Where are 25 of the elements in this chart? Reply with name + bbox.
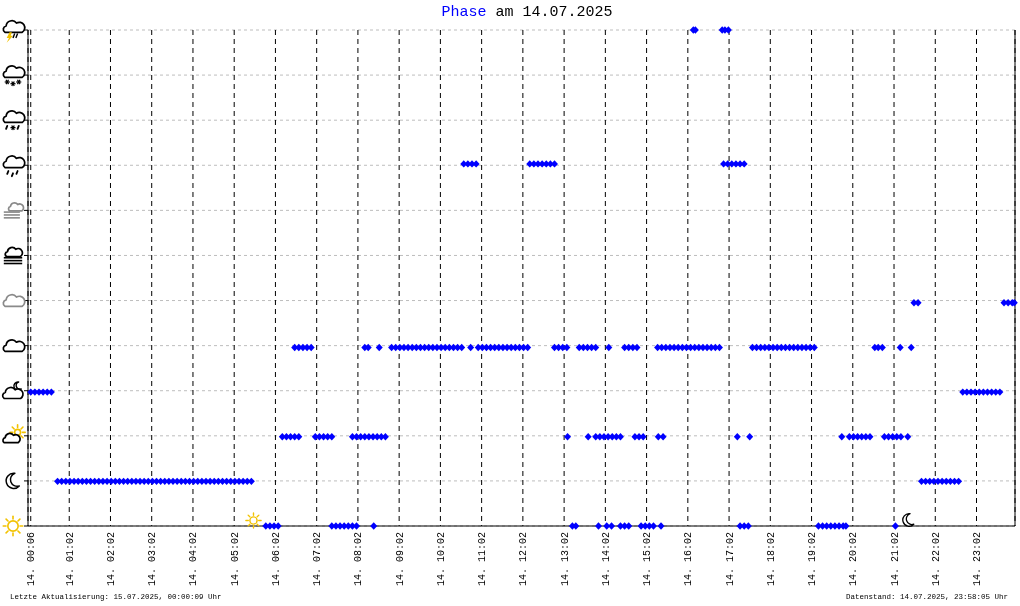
x-tick-label: 14. 23:02 [972,532,984,587]
x-tick-label: 14. 11:02 [477,532,489,587]
x-tick-label: 14. 14:02 [600,532,612,587]
x-tick-label: 14. 12:02 [518,532,530,587]
x-tick-label: 14. 09:02 [394,532,406,587]
x-tick-label: 14. 16:02 [683,532,695,587]
chart-title: Phase am 14.07.2025 [440,4,614,21]
x-tick-label: 14. 00:06 [26,532,38,587]
x-tick-label: 14. 17:02 [724,532,736,587]
x-tick-label: 14. 13:02 [559,532,571,587]
x-tick-label: 14. 15:02 [642,532,654,587]
x-tick-label: 14. 10:02 [435,532,447,587]
x-tick-label: 14. 22:02 [930,532,942,587]
x-tick-label: 14. 05:02 [229,532,241,587]
x-tick-label: 14. 01:02 [64,532,76,587]
x-tick-label: 14. 03:02 [147,532,159,587]
x-tick-label: 14. 18:02 [765,532,777,587]
x-tick-label: 14. 04:02 [188,532,200,587]
x-tick-label: 14. 07:02 [312,532,324,587]
x-tick-label: 14. 02:02 [105,532,117,587]
x-tick-label: 14. 06:02 [270,532,282,587]
x-tick-label: 14. 08:02 [353,532,365,587]
x-tick-label: 14. 21:02 [889,532,901,587]
x-tick-label: 14. 19:02 [807,532,819,587]
x-tick-label: 14. 20:02 [848,532,860,587]
